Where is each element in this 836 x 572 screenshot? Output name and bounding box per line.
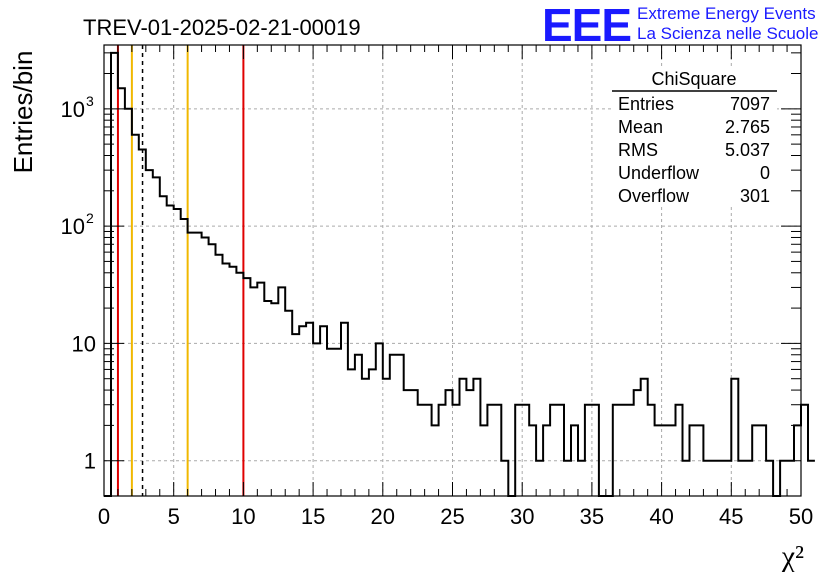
- stats-row-label: Overflow: [618, 186, 690, 206]
- x-tick-label: 20: [371, 504, 395, 529]
- histogram-series: [104, 51, 815, 497]
- stats-row-label: Mean: [618, 117, 663, 137]
- y-tick-label-exponent: 2: [86, 210, 94, 226]
- stats-row-value: 7097: [730, 94, 770, 114]
- x-tick-label: 0: [98, 504, 110, 529]
- y-tick-label-exponent: 3: [86, 93, 94, 109]
- y-tick-label-base: 10: [61, 214, 85, 239]
- logo-line-2: La Scienza nelle Scuole: [637, 24, 819, 43]
- stats-row-value: 5.037: [725, 140, 770, 160]
- stats-title: ChiSquare: [651, 69, 736, 89]
- logo-line-1: Extreme Energy Events: [637, 4, 816, 23]
- x-axis-label: χ²: [781, 540, 804, 572]
- stats-row-label: RMS: [618, 140, 658, 160]
- stats-box-bg: [612, 66, 777, 206]
- x-tick-label: 40: [649, 504, 673, 529]
- y-tick-label: 10: [72, 331, 96, 356]
- eee-logo: EEE: [542, 0, 632, 51]
- x-tick-label: 45: [719, 504, 743, 529]
- x-tick-label: 25: [440, 504, 464, 529]
- x-tick-label: 10: [231, 504, 255, 529]
- stats-row-label: Underflow: [618, 163, 700, 183]
- y-tick-label: 1: [84, 449, 96, 474]
- x-tick-label: 5: [168, 504, 180, 529]
- run-title: TREV-01-2025-02-21-00019: [83, 15, 361, 40]
- x-tick-label: 35: [580, 504, 604, 529]
- stats-row-value: 0: [760, 163, 770, 183]
- y-tick-label-base: 10: [61, 97, 85, 122]
- x-tick-label: 15: [301, 504, 325, 529]
- stats-row-value: 2.765: [725, 117, 770, 137]
- x-tick-label: 50: [789, 504, 813, 529]
- x-tick-label: 30: [510, 504, 534, 529]
- stats-box: ChiSquare Entries 7097 Mean 2.765 RMS 5.037 Un…: [612, 66, 777, 206]
- stats-row-value: 301: [740, 186, 770, 206]
- y-axis-label: Entries/bin: [8, 51, 38, 174]
- stats-row-label: Entries: [618, 94, 674, 114]
